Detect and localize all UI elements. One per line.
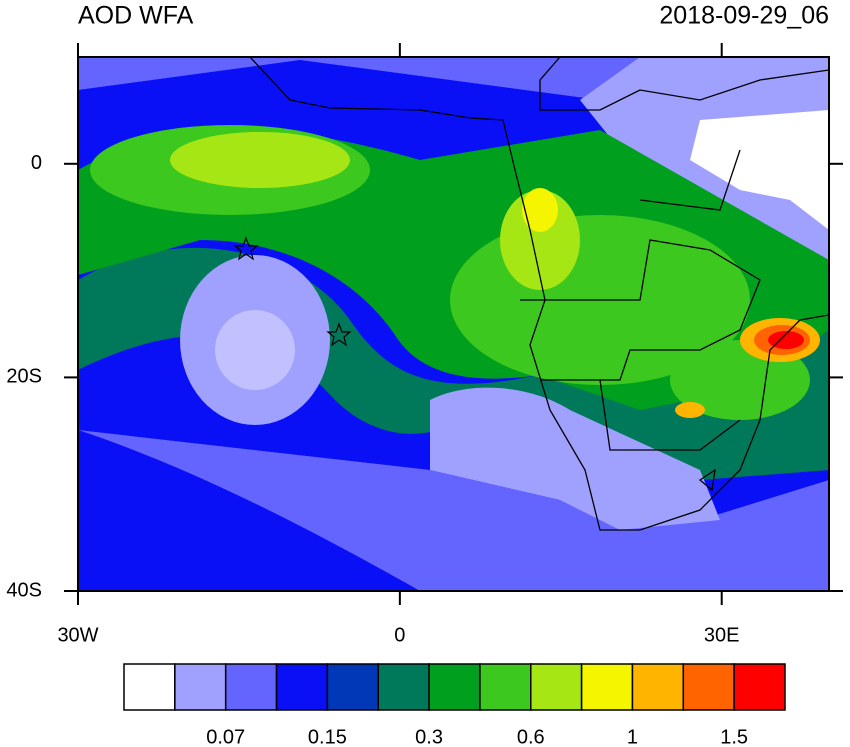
colorbar-box xyxy=(631,663,685,711)
colorbar-box xyxy=(174,663,227,711)
field-region xyxy=(430,387,720,530)
colorbar-box xyxy=(428,663,481,711)
colorbar-label: 0.6 xyxy=(517,726,545,747)
map-frame xyxy=(77,56,830,592)
field-region xyxy=(180,255,330,425)
colorbar-box xyxy=(580,663,634,711)
coastline xyxy=(249,57,829,531)
colorbar-box xyxy=(224,663,278,711)
field-region xyxy=(78,430,829,591)
colorbar-label: 0.15 xyxy=(308,726,347,747)
x-tick-label: 30E xyxy=(704,624,740,646)
aod-field xyxy=(78,57,829,591)
colorbar-box xyxy=(479,663,532,711)
coastline xyxy=(539,57,829,111)
y-tick-label: 40S xyxy=(6,579,42,601)
map-date: 2018-09-29_06 xyxy=(659,2,829,30)
site-marker xyxy=(233,236,259,261)
field-region xyxy=(170,132,350,188)
colorbar-box xyxy=(377,663,430,711)
site-marker xyxy=(326,322,352,347)
field-region xyxy=(522,188,558,232)
colorbar-box xyxy=(123,663,176,711)
field-region xyxy=(500,190,580,290)
colorbar-box xyxy=(530,663,583,711)
field-region xyxy=(675,402,705,418)
colorbar-box xyxy=(275,663,329,711)
x-tick-label: 0 xyxy=(394,624,405,646)
colorbar-box xyxy=(682,663,735,711)
colorbar-label: 1 xyxy=(627,726,638,747)
field-region xyxy=(768,331,804,349)
map-title: AOD WFA xyxy=(78,2,194,30)
colorbar-label: 0.3 xyxy=(415,726,443,747)
y-tick-label: 20S xyxy=(6,366,42,388)
colorbar-box xyxy=(733,663,786,711)
border xyxy=(520,149,761,492)
colorbar-box xyxy=(326,663,379,711)
colorbar-label: 0.07 xyxy=(206,726,245,747)
x-tick-label: 30W xyxy=(57,624,98,646)
field-region xyxy=(215,310,295,390)
colorbar-label: 1.5 xyxy=(720,726,748,747)
field-region xyxy=(690,110,829,230)
y-tick-label: 0 xyxy=(31,152,42,174)
